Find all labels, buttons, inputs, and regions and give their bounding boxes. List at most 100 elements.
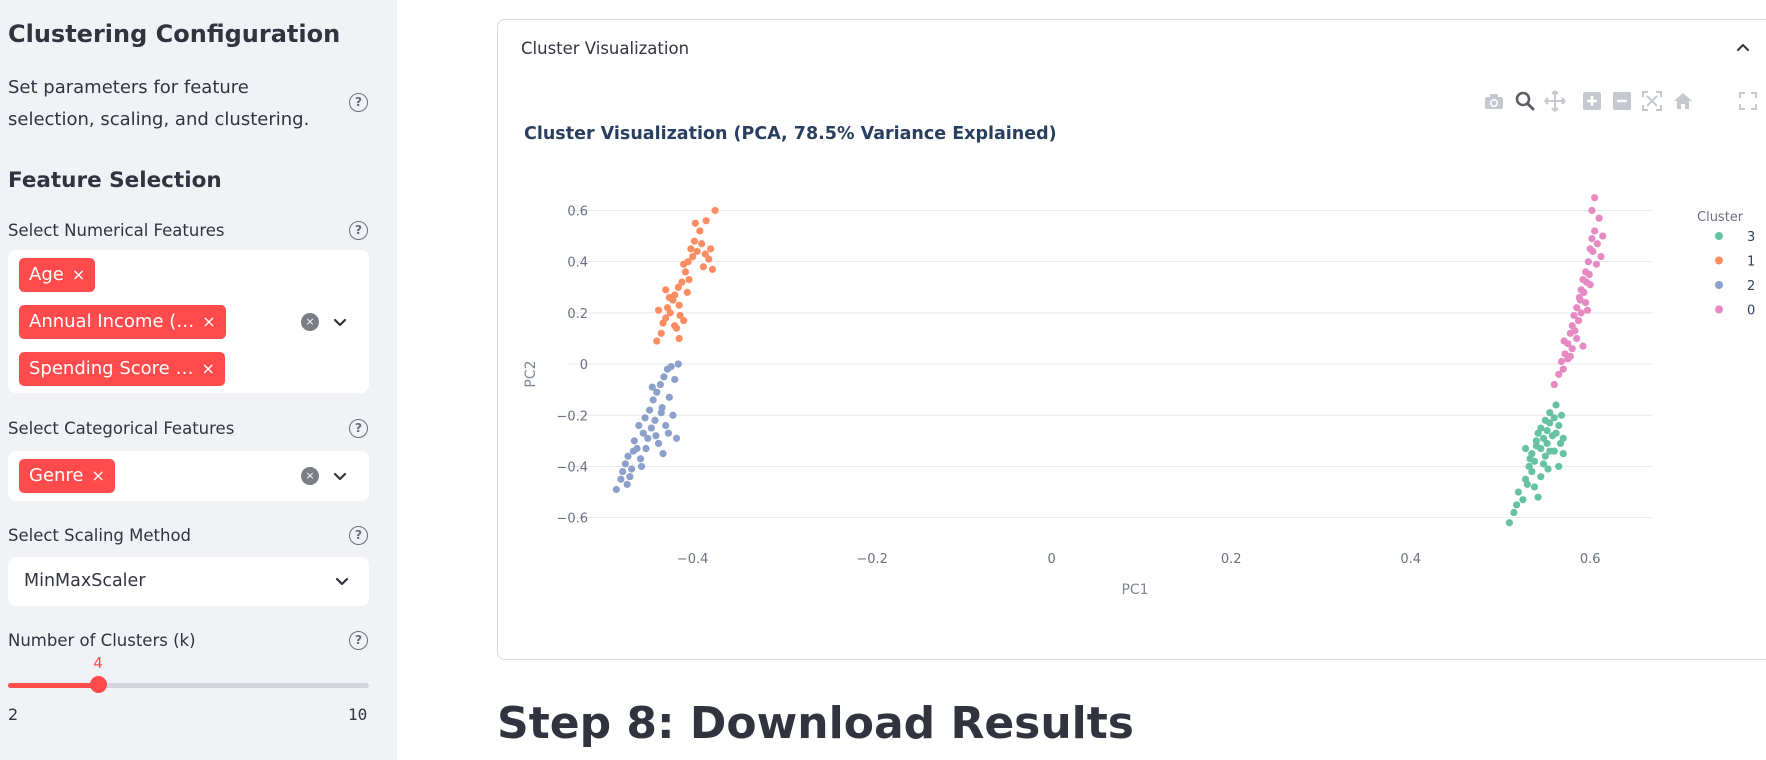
data-point-cluster-1[interactable] [680, 260, 688, 268]
data-point-cluster-2[interactable] [651, 416, 659, 424]
legend-label[interactable]: 2 [1747, 279, 1755, 294]
help-icon[interactable]: ? [349, 419, 368, 438]
legend-label[interactable]: 0 [1747, 304, 1755, 319]
data-point-cluster-1[interactable] [653, 337, 661, 345]
data-point-cluster-2[interactable] [664, 429, 673, 437]
data-point-cluster-1[interactable] [665, 293, 673, 302]
data-point-cluster-3[interactable] [1512, 501, 1521, 509]
data-point-cluster-3[interactable] [1519, 496, 1527, 504]
data-point-cluster-3[interactable] [1539, 434, 1548, 442]
expander-title[interactable]: Cluster Visualization [521, 39, 690, 58]
data-point-cluster-1[interactable] [676, 311, 684, 320]
data-point-cluster-0[interactable] [1560, 337, 1568, 345]
chip-genre[interactable]: Genre × [19, 459, 115, 493]
chip-annual-income[interactable]: Annual Income (… × [19, 305, 226, 339]
data-point-cluster-2[interactable] [636, 455, 645, 463]
data-point-cluster-3[interactable] [1537, 444, 1545, 453]
data-point-cluster-2[interactable] [669, 411, 677, 419]
data-point-cluster-3[interactable] [1530, 483, 1539, 491]
data-point-cluster-2[interactable] [619, 467, 627, 476]
data-point-cluster-2[interactable] [624, 452, 632, 460]
data-point-cluster-0[interactable] [1599, 232, 1607, 240]
legend-label[interactable]: 1 [1747, 255, 1755, 270]
data-point-cluster-3[interactable] [1543, 439, 1551, 448]
data-point-cluster-1[interactable] [675, 301, 683, 309]
autoscale-icon[interactable] [1640, 89, 1664, 113]
chevron-down-icon[interactable] [331, 467, 349, 485]
legend-marker[interactable] [1715, 305, 1723, 314]
data-point-cluster-0[interactable] [1568, 345, 1576, 353]
data-point-cluster-1[interactable] [683, 288, 691, 296]
numerical-features-multiselect[interactable]: Age × Annual Income (… × Spending Score … ×… [8, 250, 369, 393]
data-point-cluster-2[interactable] [628, 465, 636, 473]
data-point-cluster-2[interactable] [630, 437, 638, 445]
data-point-cluster-1[interactable] [687, 245, 695, 253]
legend-marker[interactable] [1715, 256, 1723, 265]
chip-remove-icon[interactable]: × [201, 359, 215, 378]
data-point-cluster-3[interactable] [1523, 480, 1531, 488]
data-point-cluster-1[interactable] [680, 316, 688, 325]
data-point-cluster-3[interactable] [1552, 429, 1560, 437]
data-point-cluster-0[interactable] [1582, 278, 1591, 286]
data-point-cluster-0[interactable] [1570, 311, 1578, 320]
data-point-cluster-1[interactable] [671, 322, 679, 330]
data-point-cluster-1[interactable] [662, 314, 670, 322]
legend-marker[interactable] [1715, 281, 1723, 289]
data-point-cluster-0[interactable] [1574, 316, 1583, 325]
data-point-cluster-0[interactable] [1591, 194, 1599, 202]
data-point-cluster-0[interactable] [1573, 304, 1581, 312]
data-point-cluster-0[interactable] [1591, 227, 1599, 235]
categorical-features-multiselect[interactable]: Genre × × [8, 451, 369, 501]
data-point-cluster-0[interactable] [1588, 235, 1596, 243]
data-point-cluster-2[interactable] [644, 434, 652, 442]
data-point-cluster-0[interactable] [1593, 240, 1601, 248]
data-point-cluster-1[interactable] [674, 283, 682, 291]
data-point-cluster-1[interactable] [690, 237, 699, 245]
zoom-icon[interactable] [1513, 89, 1537, 113]
data-point-cluster-0[interactable] [1582, 299, 1590, 307]
legend-label[interactable]: 3 [1747, 230, 1755, 245]
data-point-cluster-3[interactable] [1537, 424, 1545, 432]
data-point-cluster-2[interactable] [637, 462, 646, 471]
data-point-cluster-3[interactable] [1559, 450, 1567, 458]
data-point-cluster-1[interactable] [691, 219, 699, 227]
data-point-cluster-0[interactable] [1584, 258, 1592, 266]
data-point-cluster-1[interactable] [693, 247, 701, 256]
help-icon[interactable]: ? [349, 631, 368, 650]
data-point-cluster-3[interactable] [1550, 414, 1558, 422]
data-point-cluster-0[interactable] [1589, 247, 1597, 256]
reset-axes-icon[interactable] [1671, 89, 1695, 113]
data-point-cluster-2[interactable] [641, 414, 649, 422]
data-point-cluster-0[interactable] [1595, 214, 1603, 222]
data-point-cluster-1[interactable] [689, 252, 697, 261]
data-point-cluster-3[interactable] [1543, 427, 1551, 435]
data-point-cluster-2[interactable] [660, 373, 668, 381]
data-point-cluster-2[interactable] [652, 432, 660, 440]
data-point-cluster-0[interactable] [1597, 252, 1605, 261]
chip-spending-score[interactable]: Spending Score … × [19, 352, 225, 386]
chevron-down-icon[interactable] [331, 313, 349, 331]
data-point-cluster-2[interactable] [665, 393, 673, 401]
data-point-cluster-2[interactable] [654, 439, 663, 448]
pan-icon[interactable] [1543, 89, 1567, 113]
data-point-cluster-0[interactable] [1583, 306, 1592, 314]
legend-marker[interactable] [1715, 232, 1723, 240]
data-point-cluster-3[interactable] [1557, 411, 1566, 419]
data-point-cluster-3[interactable] [1526, 455, 1534, 463]
data-point-cluster-3[interactable] [1539, 460, 1548, 468]
data-point-cluster-0[interactable] [1555, 370, 1563, 378]
data-point-cluster-2[interactable] [645, 406, 654, 414]
data-point-cluster-1[interactable] [666, 309, 674, 317]
data-point-cluster-2[interactable] [635, 421, 643, 430]
data-point-cluster-1[interactable] [681, 268, 690, 276]
data-point-cluster-3[interactable] [1532, 437, 1540, 445]
data-point-cluster-1[interactable] [705, 255, 713, 263]
num-clusters-slider-track[interactable] [8, 683, 369, 688]
data-point-cluster-1[interactable] [707, 245, 715, 253]
data-point-cluster-3[interactable] [1546, 447, 1554, 455]
data-point-cluster-0[interactable] [1577, 309, 1585, 317]
data-point-cluster-2[interactable] [674, 360, 682, 368]
chip-remove-icon[interactable]: × [91, 466, 105, 485]
data-point-cluster-2[interactable] [639, 429, 647, 437]
zoom-in-icon[interactable] [1580, 89, 1604, 113]
